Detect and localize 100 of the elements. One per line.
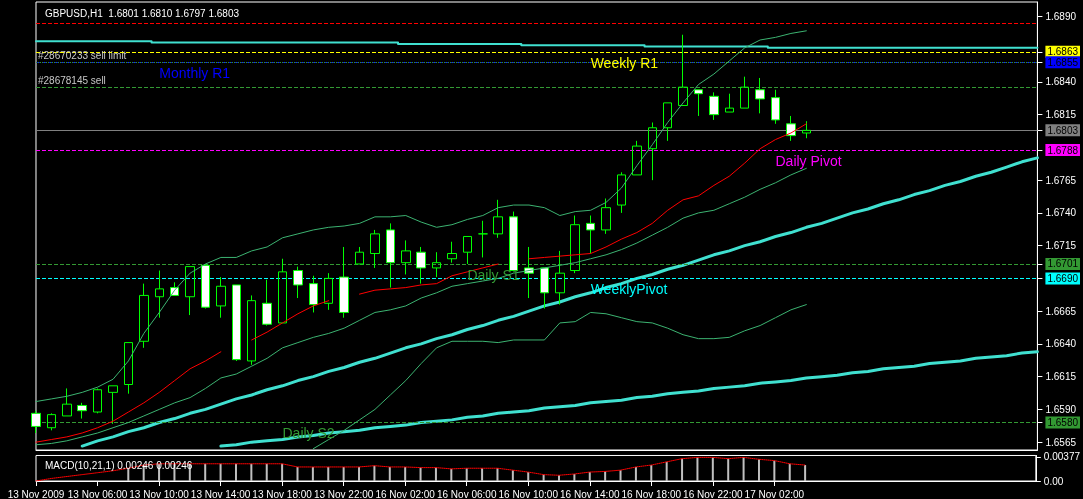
y-tick-label: 1.6863	[1047, 46, 1079, 58]
candlestick	[771, 89, 780, 125]
y-tick-label: 1.6803	[1047, 124, 1079, 136]
candlestick	[293, 266, 303, 299]
y-tick-label: 0.00377	[1043, 451, 1081, 463]
bar	[665, 461, 668, 481]
y-tick-label: 1.6690	[1047, 272, 1079, 284]
candlestick	[663, 102, 672, 142]
bar	[542, 474, 545, 481]
bar	[788, 463, 791, 481]
bar	[634, 466, 637, 481]
ref-line-label: #28678145 sell	[38, 74, 106, 86]
text: GBPUSD,H1 1.6801 1.6810 1.6797 1.6803	[45, 7, 240, 19]
y-tick-label: 0.00	[1043, 475, 1064, 487]
x-tick-label: 16 Nov 22:00	[683, 488, 743, 499]
bar	[804, 465, 807, 481]
line-series	[80, 156, 1039, 448]
x-tick-label: 16 Nov 02:00	[375, 488, 436, 499]
bar	[250, 463, 253, 481]
x-tick-label: 16 Nov 10:00	[498, 488, 559, 499]
candlestick	[493, 199, 503, 239]
bar	[234, 463, 237, 481]
y-tick-label: 1.6740	[1045, 207, 1077, 219]
x-tick-label: 16 Nov 14:00	[560, 488, 620, 499]
candlestick	[648, 122, 657, 181]
candlestick	[755, 77, 765, 114]
bar	[434, 467, 437, 481]
candlestick	[77, 402, 87, 420]
candlestick	[62, 387, 72, 417]
y-tick-label: 1.6840	[1045, 76, 1077, 88]
candlestick	[278, 258, 287, 324]
candlestick	[401, 239, 411, 275]
x-tick-label: 13 Nov 10:00	[129, 488, 190, 499]
bar	[727, 458, 730, 481]
bar	[358, 466, 361, 481]
candlestick	[155, 270, 164, 319]
candlestick	[802, 120, 811, 139]
candlestick	[540, 267, 549, 310]
bar	[419, 467, 422, 481]
candlestick	[478, 220, 488, 258]
bar	[404, 466, 407, 481]
candlestick	[232, 284, 241, 362]
y-tick-label: 1.6890	[1045, 10, 1077, 22]
y-tick-label: 1.6765	[1045, 174, 1077, 186]
bar	[481, 468, 484, 481]
bar	[219, 463, 222, 481]
bar	[342, 466, 345, 481]
x-tick-label: 17 Nov 02:00	[744, 488, 805, 499]
bar	[265, 463, 268, 481]
candlestick	[370, 229, 380, 269]
y-tick-label: 1.6580	[1047, 416, 1079, 428]
x-tick-label: 16 Nov 18:00	[621, 488, 682, 499]
bar	[450, 468, 453, 481]
bar	[465, 468, 468, 481]
candlestick	[447, 241, 457, 264]
y-tick-label: 1.6640	[1045, 338, 1077, 350]
x-tick-label: 16 Nov 06:00	[436, 488, 497, 499]
bar	[604, 471, 607, 481]
candlestick	[247, 294, 256, 366]
candlestick	[201, 263, 210, 310]
candlestick	[632, 140, 642, 176]
y-tick-label: 1.6788	[1047, 144, 1079, 156]
annotation: Daily Pivot	[775, 153, 842, 170]
y-tick-label: 1.6590	[1045, 403, 1077, 415]
x-tick-label: 13 Nov 2009	[7, 488, 65, 499]
candlestick	[678, 34, 688, 106]
candlestick	[309, 275, 318, 313]
candlestick	[386, 222, 395, 289]
x-tick-label: 13 Nov 18:00	[252, 488, 313, 499]
line-series	[219, 350, 1039, 448]
candlestick	[339, 246, 349, 319]
line-series	[312, 304, 807, 450]
candlestick	[262, 279, 272, 327]
candlestick	[509, 211, 518, 272]
bar	[696, 457, 699, 481]
candlestick	[463, 235, 472, 265]
candlestick	[124, 342, 133, 395]
bar	[619, 470, 622, 481]
annotation: Monthly R1	[159, 65, 231, 82]
candlestick	[725, 93, 734, 113]
bar	[742, 457, 745, 481]
candlestick	[216, 276, 226, 319]
candlestick	[586, 215, 595, 255]
x-tick-label: 13 Nov 14:00	[190, 488, 251, 499]
y-tick-label: 1.6715	[1045, 240, 1077, 252]
candlestick	[555, 250, 565, 306]
bar	[681, 458, 684, 481]
bar	[711, 457, 714, 481]
candlestick	[355, 246, 364, 265]
candlestick	[601, 197, 611, 235]
candlestick	[740, 76, 749, 109]
candlestick	[108, 385, 118, 425]
y-tick-label: 1.6665	[1045, 305, 1077, 317]
bar	[327, 466, 330, 481]
bar	[281, 463, 284, 481]
candlestick	[185, 266, 195, 316]
bar	[373, 465, 376, 481]
line-series	[35, 30, 807, 403]
candlestick	[93, 387, 102, 414]
candlestick	[570, 215, 580, 274]
